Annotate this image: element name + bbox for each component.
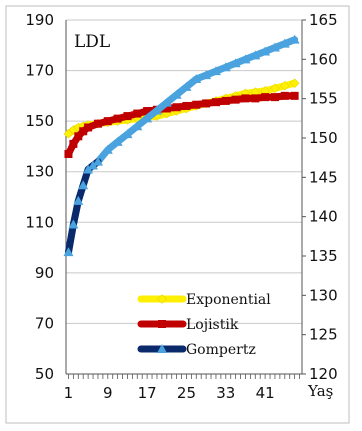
legend-label: Exponential	[186, 292, 271, 308]
x-tick-label: 1	[64, 384, 74, 402]
series-gompertz	[63, 34, 300, 257]
data-point	[162, 104, 171, 113]
data-point	[123, 112, 132, 121]
data-point	[261, 93, 270, 102]
data-point	[83, 164, 94, 174]
data-point	[181, 81, 192, 91]
data-point	[220, 62, 231, 72]
legend-item-gompertz: Gompertz	[137, 342, 256, 358]
y-tick-label: 150	[25, 112, 54, 130]
data-point	[74, 132, 83, 141]
data-point	[221, 96, 230, 105]
y-tick-label: 50	[35, 365, 54, 383]
data-point	[92, 156, 103, 166]
data-point	[112, 136, 123, 146]
x-tick-label: 17	[138, 384, 157, 402]
y2-tick-label: 130	[309, 286, 338, 304]
y-tick-label: 130	[25, 163, 54, 181]
data-point	[78, 180, 89, 190]
legend-label: Lojistik	[186, 317, 239, 333]
data-point	[68, 219, 79, 229]
data-point	[210, 66, 221, 76]
data-point	[88, 160, 99, 170]
x-tick-label: 41	[256, 384, 275, 402]
y-tick-label: 70	[35, 314, 54, 332]
data-point	[260, 46, 271, 56]
y2-tick-label: 150	[309, 129, 338, 147]
x-tick-label: 9	[103, 384, 113, 402]
y2-tick-label: 165	[309, 11, 338, 29]
data-point	[192, 100, 201, 109]
y2-tick-label: 140	[309, 208, 338, 226]
data-point	[151, 105, 162, 115]
data-point	[289, 78, 300, 89]
data-point	[63, 247, 74, 257]
data-point	[270, 93, 279, 102]
data-point	[211, 98, 220, 107]
data-point	[251, 94, 260, 103]
legend-swatch-marker	[157, 344, 167, 353]
data-point	[290, 91, 299, 100]
data-point	[201, 70, 212, 80]
data-point	[73, 195, 84, 205]
x-tick-label: 25	[177, 384, 196, 402]
data-point	[79, 127, 88, 136]
data-point	[230, 58, 241, 68]
data-point	[93, 119, 102, 128]
y2-tick-label: 160	[309, 50, 338, 68]
data-point	[142, 113, 153, 123]
data-point	[113, 114, 122, 123]
data-point	[269, 42, 280, 52]
data-point	[182, 101, 191, 110]
data-point	[161, 97, 172, 107]
data-point	[171, 89, 182, 99]
y2-tick-label: 120	[309, 365, 338, 383]
chart-title: LDL	[74, 32, 110, 52]
data-point	[103, 117, 112, 126]
data-point	[231, 95, 240, 104]
data-point	[172, 103, 181, 112]
data-point	[64, 150, 73, 159]
y2-tick-label: 155	[309, 90, 338, 108]
data-point	[191, 74, 202, 83]
y2-tick-label: 145	[309, 168, 338, 186]
legend-item-exponential: Exponential	[137, 292, 271, 308]
data-point	[250, 50, 261, 60]
data-point	[202, 99, 211, 108]
y-tick-label: 190	[25, 11, 54, 29]
data-point	[122, 129, 133, 139]
y-tick-label: 170	[25, 62, 54, 80]
data-point	[279, 80, 290, 91]
y-tick-label: 90	[35, 264, 54, 282]
legend-swatch-marker	[157, 294, 167, 304]
y2-tick-label: 125	[309, 326, 338, 344]
data-point	[84, 123, 93, 132]
legend-label: Gompertz	[186, 342, 256, 358]
data-point	[289, 34, 300, 44]
data-point	[133, 109, 142, 118]
data-point	[280, 91, 289, 100]
data-point	[241, 94, 250, 103]
data-point	[240, 54, 251, 64]
legend-item-lojistik: Lojistik	[137, 317, 239, 333]
data-point	[69, 139, 78, 148]
data-point	[279, 38, 290, 48]
y2-tick-label: 135	[309, 247, 338, 265]
x-tick-label: 33	[216, 384, 235, 402]
data-point	[270, 83, 280, 94]
x-axis-label: Yaş	[307, 382, 333, 400]
data-point	[132, 121, 143, 131]
legend-swatch-marker	[158, 320, 166, 328]
y-tick-label: 110	[25, 213, 54, 231]
data-point	[102, 144, 113, 154]
data-point	[143, 107, 152, 116]
chart-frame	[5, 5, 350, 424]
